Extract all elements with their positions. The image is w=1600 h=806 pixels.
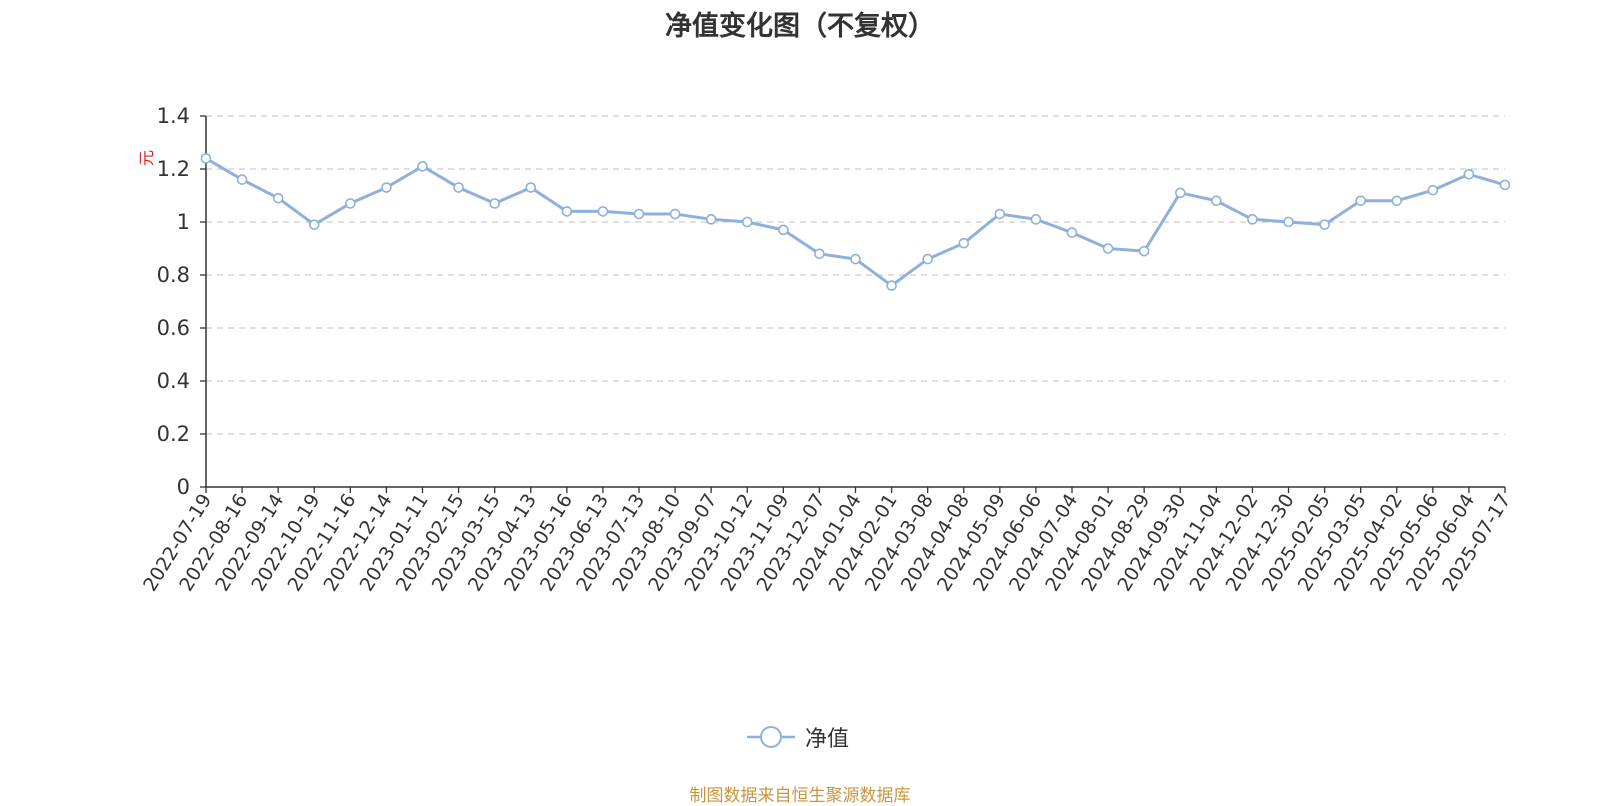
data-point[interactable] <box>200 153 212 164</box>
data-point[interactable] <box>994 208 1006 220</box>
data-point[interactable] <box>236 174 248 185</box>
legend[interactable]: 净值 <box>747 722 849 752</box>
data-point[interactable] <box>886 280 897 291</box>
data-point[interactable] <box>850 253 861 265</box>
data-point[interactable] <box>1499 179 1511 191</box>
y-tick-label: 0.2 <box>157 422 190 446</box>
data-point[interactable] <box>489 198 500 209</box>
y-tick-labels: 0 0.2 0.4 0.6 0.8 1 1.2 1.4 <box>157 104 206 499</box>
data-point[interactable] <box>1283 216 1294 228</box>
data-point[interactable] <box>633 208 645 220</box>
data-point[interactable] <box>1427 184 1439 196</box>
data-point[interactable] <box>561 206 573 217</box>
data-point[interactable] <box>1391 195 1403 207</box>
legend-line-icon <box>747 726 795 748</box>
legend-label: 净值 <box>805 727 850 752</box>
y-tick-label: 1.4 <box>157 104 190 128</box>
data-point[interactable] <box>1138 245 1150 257</box>
data-point[interactable] <box>272 192 284 204</box>
y-tick-label: 1.2 <box>157 157 190 181</box>
data-point[interactable] <box>308 219 320 230</box>
data-point[interactable] <box>1174 187 1186 199</box>
y-tick-label: 0.8 <box>157 263 190 287</box>
data-point[interactable] <box>669 208 681 220</box>
y-tick-label: 1 <box>177 210 190 234</box>
data-point[interactable] <box>1463 169 1475 180</box>
series-net-value <box>200 153 1511 291</box>
x-tick-labels: 2022-07-192022-08-162022-09-142022-10-19… <box>139 487 1515 595</box>
data-point[interactable] <box>345 198 356 209</box>
y-tick-label: 0.6 <box>157 316 190 340</box>
data-point[interactable] <box>1355 195 1366 207</box>
data-point[interactable] <box>778 224 789 236</box>
y-tick-label: 0 <box>177 475 190 499</box>
data-point[interactable] <box>381 182 392 193</box>
axes <box>205 116 1505 488</box>
data-point[interactable] <box>1030 214 1042 225</box>
data-source-note: 制图数据来自恒生聚源数据库 <box>689 786 911 806</box>
data-point[interactable] <box>417 161 428 172</box>
data-point[interactable] <box>741 216 753 228</box>
y-unit-label: 元 <box>137 150 156 166</box>
data-point[interactable] <box>705 214 717 225</box>
data-point[interactable] <box>1066 227 1078 238</box>
y-tick-label: 0.4 <box>157 369 190 393</box>
data-point[interactable] <box>1102 243 1114 254</box>
data-point[interactable] <box>525 182 537 193</box>
data-point[interactable] <box>1211 195 1222 207</box>
data-point[interactable] <box>1247 214 1258 225</box>
data-point[interactable] <box>922 253 933 265</box>
data-point[interactable] <box>597 206 609 217</box>
data-point[interactable] <box>814 248 825 260</box>
data-point[interactable] <box>453 182 464 193</box>
data-point[interactable] <box>1319 219 1330 230</box>
data-point[interactable] <box>958 237 970 249</box>
chart-title: 净值变化图（不复权） <box>665 11 935 42</box>
grid-lines <box>206 115 1505 435</box>
